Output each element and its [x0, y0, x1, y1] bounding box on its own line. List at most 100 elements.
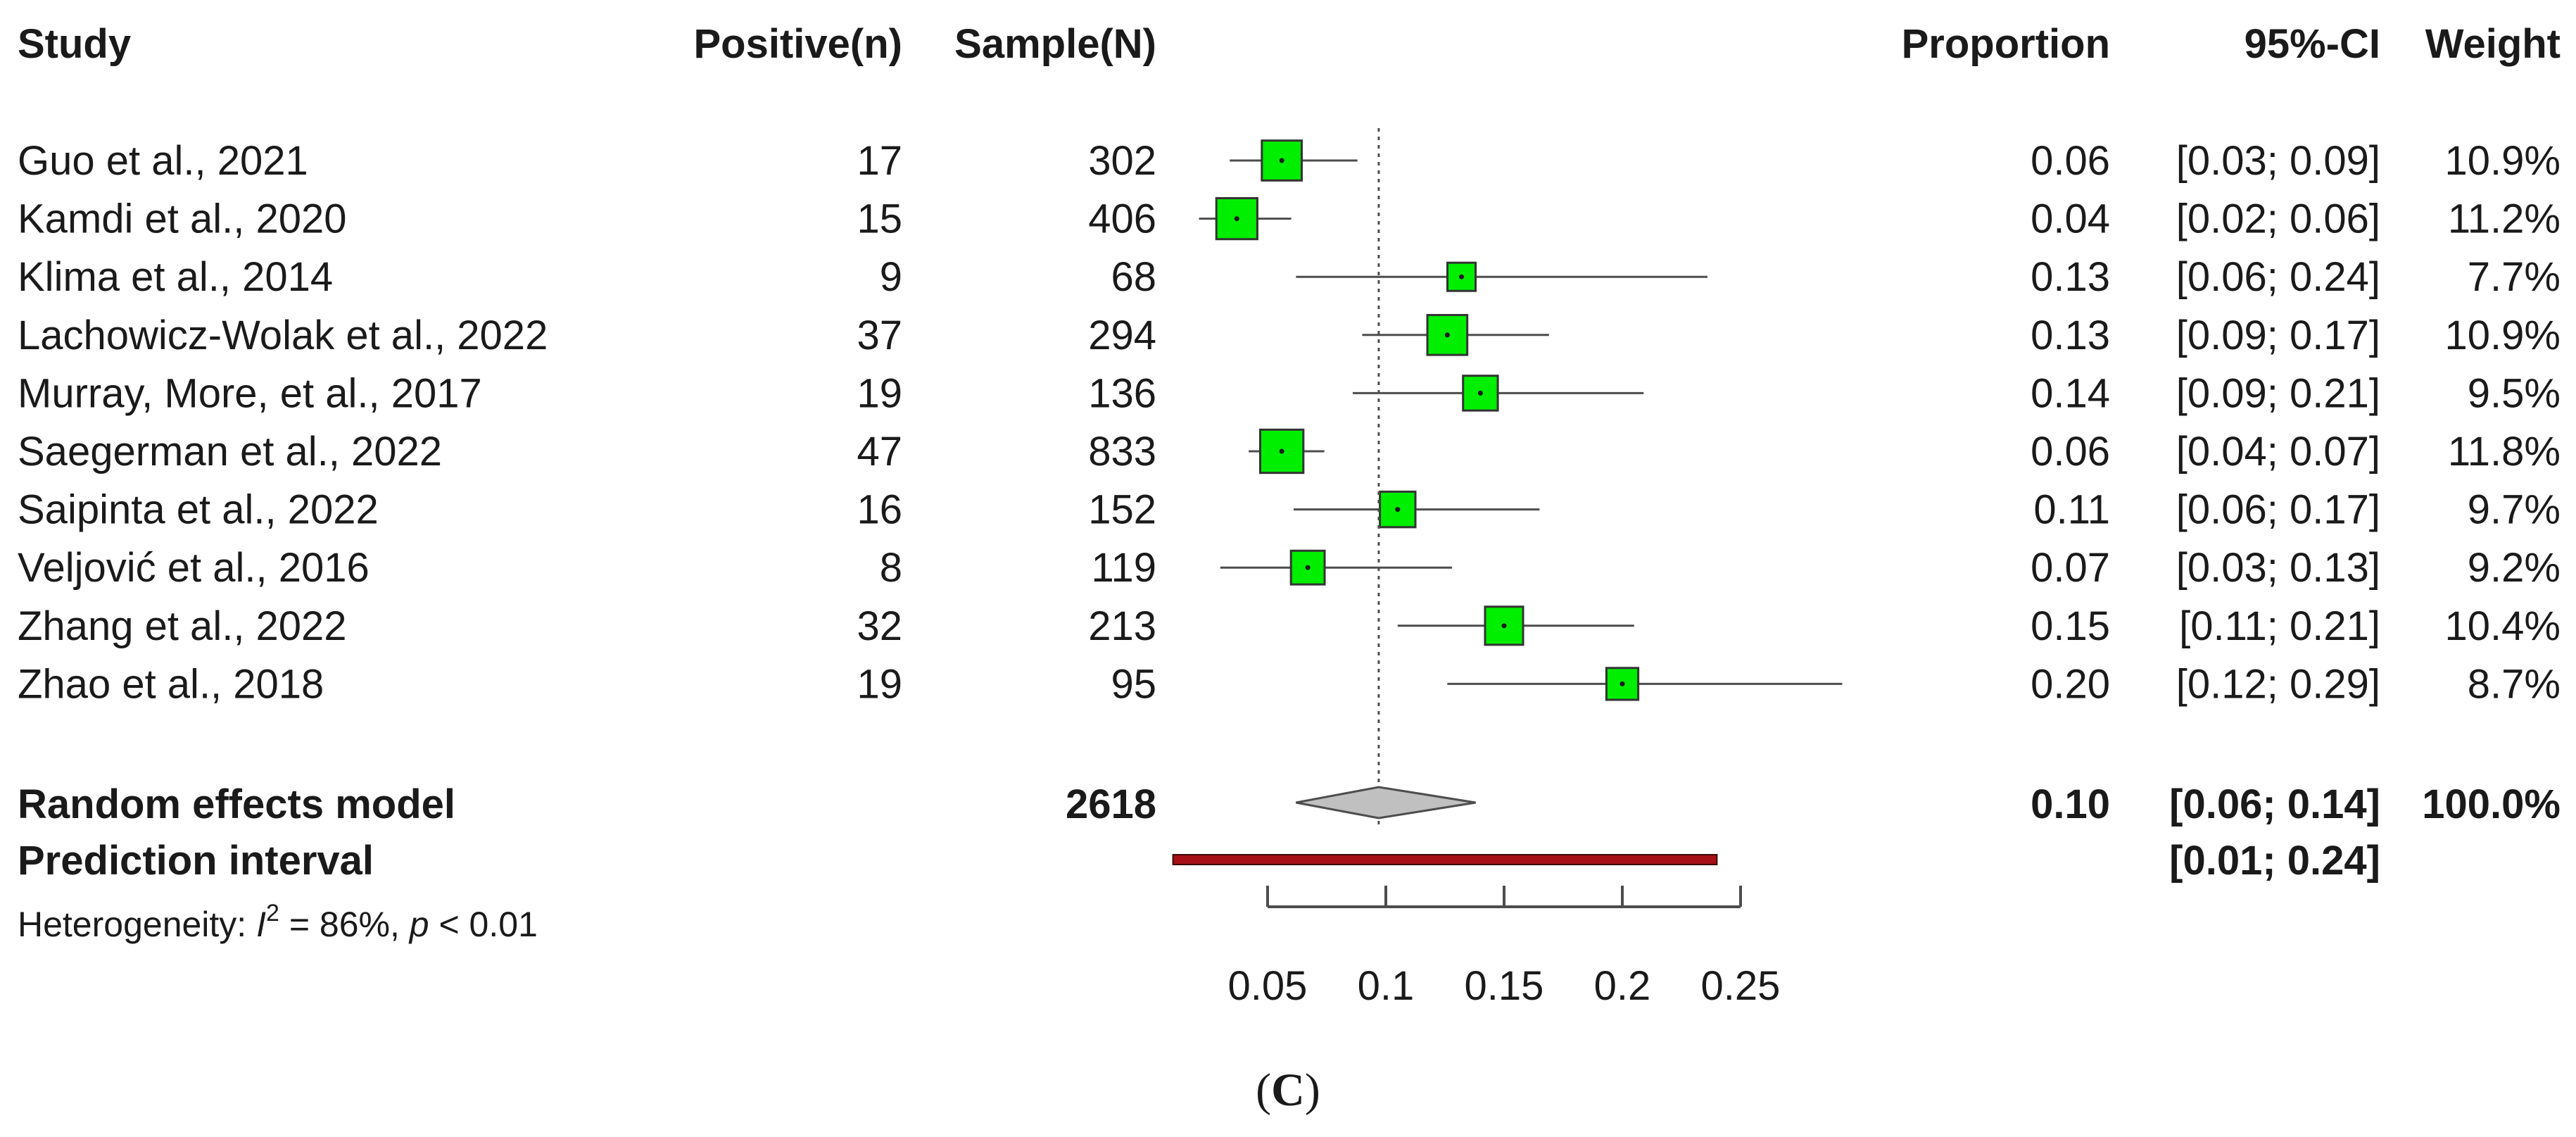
study-sample: 294: [1088, 313, 1156, 358]
study-sample: 95: [1111, 661, 1156, 707]
prediction-ci: [0.01; 0.24]: [2169, 838, 2380, 884]
panel-label-letter: C: [1271, 1064, 1305, 1116]
heterogeneity-prefix: Heterogeneity:: [18, 905, 256, 944]
study-positive: 19: [857, 661, 902, 707]
panel-label-open: (: [1256, 1064, 1271, 1116]
study-rows: Guo et al., 2021 17 302 0.06 [0.03; 0.09] 10.…: [18, 138, 2561, 707]
study-point: [1444, 332, 1450, 338]
study-weight: 10.9%: [2445, 138, 2561, 184]
heterogeneity-p-symbol: p: [408, 905, 429, 944]
study-proportion: 0.13: [2031, 254, 2110, 300]
heterogeneity-p-value: < 0.01: [429, 905, 538, 944]
study-weight: 9.7%: [2468, 487, 2561, 533]
study-row: Zhao et al., 2018 19 95 0.20 [0.12; 0.29] 8.7…: [18, 661, 2561, 707]
study-row: Veljović et al., 2016 8 119 0.07 [0.03; 0.13…: [18, 545, 2561, 591]
x-tick-label: 0.25: [1701, 963, 1781, 1009]
x-tick-label: 0.15: [1465, 963, 1544, 1009]
header-positive: Positive(n): [694, 21, 903, 67]
panel-label-close: ): [1305, 1064, 1320, 1116]
x-axis: 0.05 0.1 0.15 0.2 0.25: [1228, 886, 1781, 1009]
study-proportion: 0.11: [2033, 487, 2110, 533]
study-label: Zhang et al., 2022: [18, 603, 347, 649]
column-headers: Study Positive(n) Sample(N) Proportion 9…: [18, 21, 2561, 67]
study-row: Guo et al., 2021 17 302 0.06 [0.03; 0.09] 10.…: [18, 138, 2561, 184]
study-proportion: 0.06: [2031, 429, 2110, 475]
header-proportion: Proportion: [1902, 21, 2110, 67]
study-label: Kamdi et al., 2020: [18, 196, 347, 242]
study-ci: [0.03; 0.09]: [2176, 138, 2380, 184]
study-label: Saipinta et al., 2022: [18, 487, 379, 533]
study-label: Saegerman et al., 2022: [18, 429, 442, 475]
study-ci: [0.12; 0.29]: [2176, 661, 2380, 707]
study-positive: 17: [857, 138, 902, 184]
study-weight: 10.9%: [2445, 313, 2561, 358]
study-label: Murray, More, et al., 2017: [18, 370, 482, 416]
study-ci: [0.06; 0.24]: [2176, 254, 2380, 300]
study-weight-box: [1426, 313, 1469, 356]
study-weight: 7.7%: [2468, 254, 2561, 300]
x-tick-label: 0.2: [1594, 963, 1651, 1009]
study-sample: 68: [1111, 254, 1156, 300]
study-weight: 11.8%: [2448, 429, 2561, 475]
study-proportion: 0.15: [2031, 603, 2110, 649]
study-sample: 119: [1092, 545, 1156, 591]
study-label: Klima et al., 2014: [18, 254, 333, 300]
study-sample: 136: [1088, 370, 1156, 416]
study-point: [1395, 507, 1401, 513]
study-proportion: 0.06: [2031, 138, 2110, 184]
study-proportion: 0.13: [2031, 313, 2110, 358]
pooled-weight: 100.0%: [2422, 781, 2561, 827]
header-ci: 95%-CI: [2244, 21, 2380, 67]
study-row: Lachowicz-Wolak et al., 2022 37 294 0.13 [0.…: [18, 313, 2561, 358]
prediction-bar: [1172, 854, 1718, 865]
study-positive: 37: [857, 313, 902, 358]
study-proportion: 0.14: [2031, 370, 2110, 416]
pooled-diamond: [1296, 786, 1476, 819]
study-positive: 19: [857, 370, 902, 416]
header-study: Study: [18, 21, 131, 67]
heterogeneity-i-sup: 2: [266, 900, 279, 926]
study-point: [1477, 390, 1483, 396]
study-row: Klima et al., 2014 9 68 0.13 [0.06; 0.24] 7.7…: [18, 254, 2561, 300]
study-row: Zhang et al., 2022 32 213 0.15 [0.11; 0.21] 1…: [18, 603, 2561, 649]
study-positive: 47: [857, 429, 902, 475]
study-weight: 9.2%: [2468, 545, 2561, 591]
study-sample: 302: [1088, 138, 1156, 184]
study-ci: [0.03; 0.13]: [2176, 545, 2380, 591]
study-point: [1501, 623, 1507, 629]
heterogeneity-i-symbol: I: [256, 905, 266, 944]
study-weight: 9.5%: [2468, 370, 2561, 416]
pooled-ci: [0.06; 0.14]: [2169, 781, 2380, 827]
study-label: Veljović et al., 2016: [18, 545, 370, 591]
prediction-label: Prediction interval: [18, 838, 374, 884]
pooled-row: Random effects model 2618 0.10 [0.06; 0.…: [18, 781, 2561, 827]
study-point: [1305, 565, 1311, 570]
heterogeneity-text: Heterogeneity: I2 = 86%, p < 0.01: [18, 900, 538, 944]
study-proportion: 0.04: [2031, 196, 2110, 242]
study-sample: 406: [1088, 196, 1156, 242]
study-sample: 833: [1088, 429, 1156, 475]
study-sample: 213: [1088, 603, 1156, 649]
study-row: Saegerman et al., 2022 47 833 0.06 [0.04; 0.…: [18, 428, 2561, 475]
study-label: Guo et al., 2021: [18, 138, 308, 184]
study-row: Kamdi et al., 2020 15 406 0.04 [0.02; 0.06] 1…: [18, 196, 2561, 242]
study-proportion: 0.20: [2031, 661, 2110, 707]
study-point: [1279, 448, 1284, 454]
study-positive: 8: [880, 545, 902, 591]
header-sample: Sample(N): [954, 21, 1156, 67]
pooled-sample: 2618: [1066, 781, 1156, 827]
study-positive: 15: [857, 196, 902, 242]
pooled-proportion: 0.10: [2031, 781, 2110, 827]
study-point: [1279, 158, 1284, 163]
x-tick-label: 0.1: [1358, 963, 1415, 1009]
panel-label: (C): [1256, 1064, 1320, 1116]
study-row: Murray, More, et al., 2017 19 136 0.14 [0.09…: [18, 370, 2561, 416]
heterogeneity-i-value: = 86%,: [279, 905, 410, 944]
study-point: [1234, 216, 1239, 222]
study-positive: 16: [857, 487, 902, 533]
study-ci: [0.02; 0.06]: [2176, 196, 2380, 242]
study-point: [1620, 681, 1625, 686]
study-ci: [0.09; 0.21]: [2176, 370, 2380, 416]
study-label: Lachowicz-Wolak et al., 2022: [18, 313, 548, 358]
